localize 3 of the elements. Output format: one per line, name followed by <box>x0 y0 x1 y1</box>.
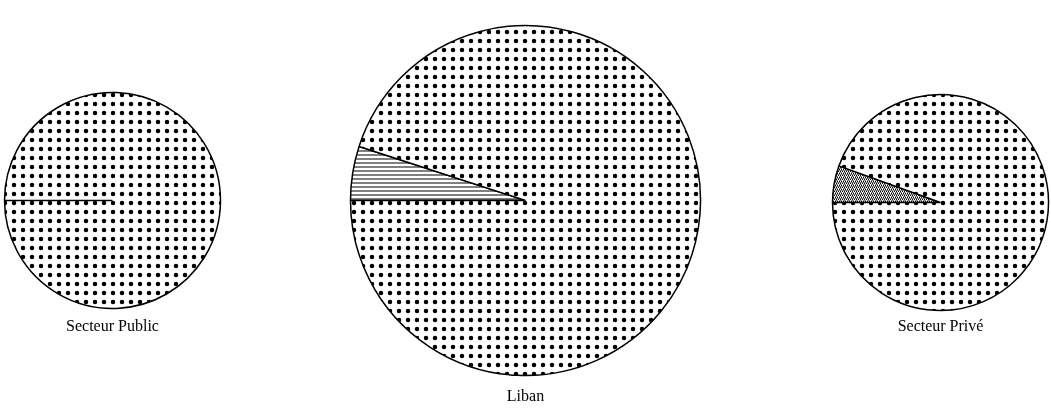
text: Secteur Public <box>66 317 159 334</box>
text: Secteur Privé <box>897 317 984 334</box>
text: Liban <box>506 387 545 404</box>
